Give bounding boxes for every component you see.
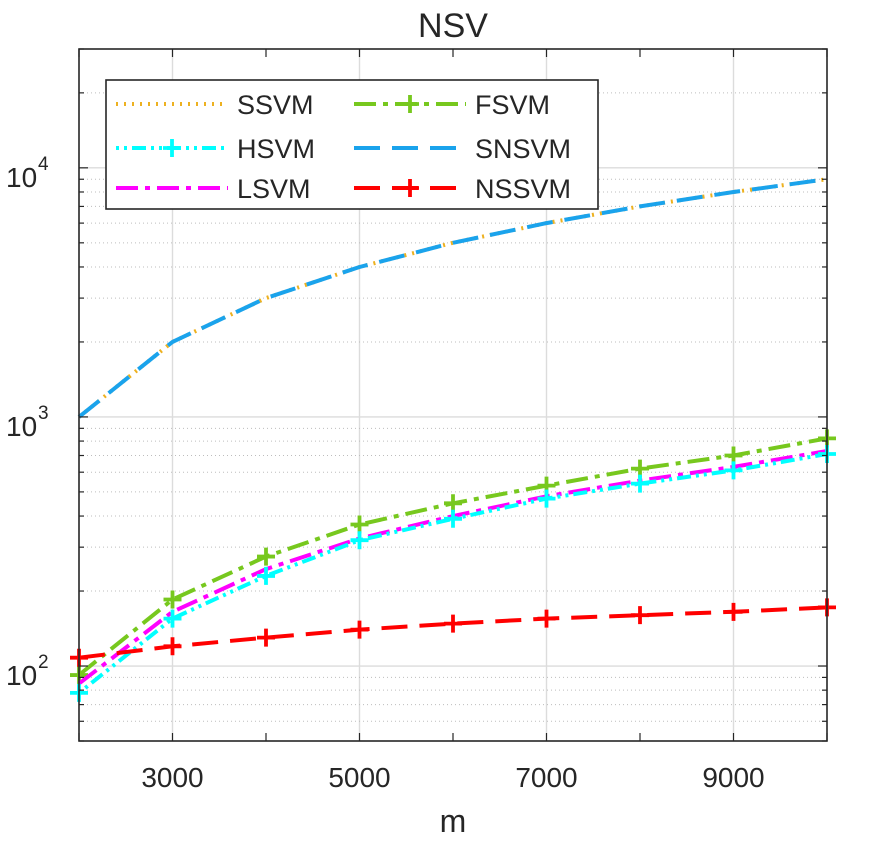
legend-marker-hsvm [163,139,181,157]
x-tick-label: 5000 [328,762,390,793]
legend-label-fsvm: FSVM [475,90,550,120]
data-point-hsvm [724,461,743,480]
legend-label-nssvm: NSSVM [475,174,571,204]
y-tick-label: 10 2 [6,652,49,691]
legend-item-ssvm: SSVM [116,90,314,120]
data-point-nssvm [257,628,275,647]
legend-item-fsvm: FSVM [354,90,550,120]
data-point-hsvm [631,474,649,493]
y-tick-label: 10 3 [6,403,49,442]
legend-label-snsvm: SNSVM [475,134,571,164]
data-point-hsvm [163,609,182,628]
y-tick-label-base: 10 [6,411,37,442]
y-tick-label-exponent: 2 [38,652,49,673]
x-tick-label: 3000 [141,762,203,793]
data-point-nssvm [444,614,462,633]
chart-title: NSV [418,7,488,45]
y-tick-label: 10 4 [6,154,49,193]
data-point-hsvm [257,566,275,585]
y-tick-label-base: 10 [6,660,37,691]
legend-item-lsvm: LSVM [116,174,311,204]
y-tick-label-exponent: 3 [38,403,49,424]
data-point-nssvm [724,602,743,621]
legend-label-ssvm: SSVM [237,90,314,120]
data-point-nssvm [163,637,182,656]
data-point-hsvm [444,509,462,528]
legend-marker-nssvm [401,179,419,197]
y-tick-label-base: 10 [6,162,37,193]
data-point-fsvm [350,515,369,534]
legend-item-hsvm: HSVM [116,134,315,164]
x-tick-label: 9000 [702,762,764,793]
data-point-hsvm [350,531,369,550]
legend: SSVM HSVM LSVM FSVM SNSVM NSSVM [105,79,599,210]
legend-marker-fsvm [401,95,419,113]
data-point-nssvm [350,620,369,639]
x-axis-label: m [440,803,467,839]
legend-item-nssvm: NSSVM [354,174,571,204]
legend-label-lsvm: LSVM [237,174,311,204]
data-point-hsvm [537,489,556,508]
data-point-fsvm [444,494,462,513]
series-line-snsvm [77,177,828,419]
data-point-fsvm [163,590,182,609]
x-tick-label: 7000 [515,762,577,793]
legend-label-hsvm: HSVM [237,134,315,164]
legend-item-snsvm: SNSVM [354,134,571,164]
data-point-nssvm [631,606,649,625]
data-point-fsvm [257,547,275,566]
series-line-nssvm [78,605,828,660]
y-tick-label-exponent: 4 [38,154,49,175]
data-point-nssvm [537,609,556,628]
